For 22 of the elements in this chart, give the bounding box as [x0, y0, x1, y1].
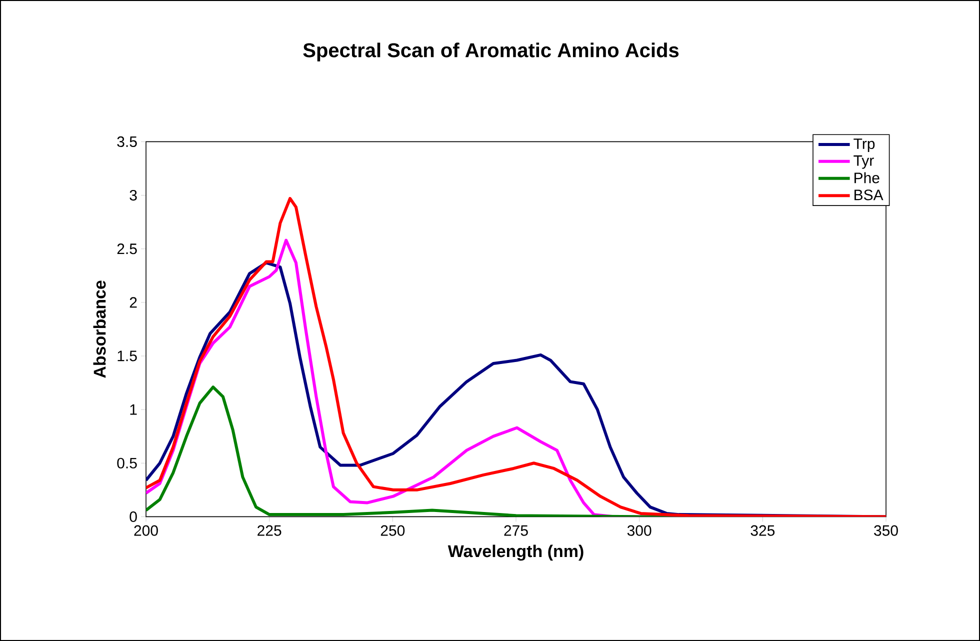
chart-title: Spectral Scan of Aromatic Amino Acids — [303, 42, 679, 62]
x-tick-label: 300 — [627, 525, 652, 536]
x-tick-label: 250 — [380, 525, 405, 536]
x-tick-label: 325 — [750, 525, 775, 536]
legend-label: Phe — [854, 172, 880, 184]
x-tick-label: 275 — [504, 525, 528, 536]
x-tick-label: 200 — [134, 525, 158, 536]
y-tick-label: 3.5 — [117, 136, 137, 148]
y-tick-label: 3 — [130, 190, 137, 201]
y-tick-label: 1.5 — [118, 350, 137, 362]
legend-label: Tyr — [854, 155, 874, 169]
y-axis-title: Absorbance — [93, 280, 106, 378]
y-tick-label: 2.5 — [117, 244, 137, 254]
y-tick-label: 2 — [130, 297, 137, 308]
legend-label: BSA — [854, 190, 884, 200]
x-tick-label: 350 — [874, 525, 898, 536]
y-tick-label: 0 — [130, 511, 137, 522]
y-tick-label: 0.5 — [117, 458, 137, 468]
legend-label: Trp — [854, 138, 875, 152]
x-tick-label: 225 — [258, 525, 282, 536]
x-axis-title: Wavelength (nm) — [448, 544, 584, 561]
y-tick-label: 1 — [130, 404, 137, 415]
